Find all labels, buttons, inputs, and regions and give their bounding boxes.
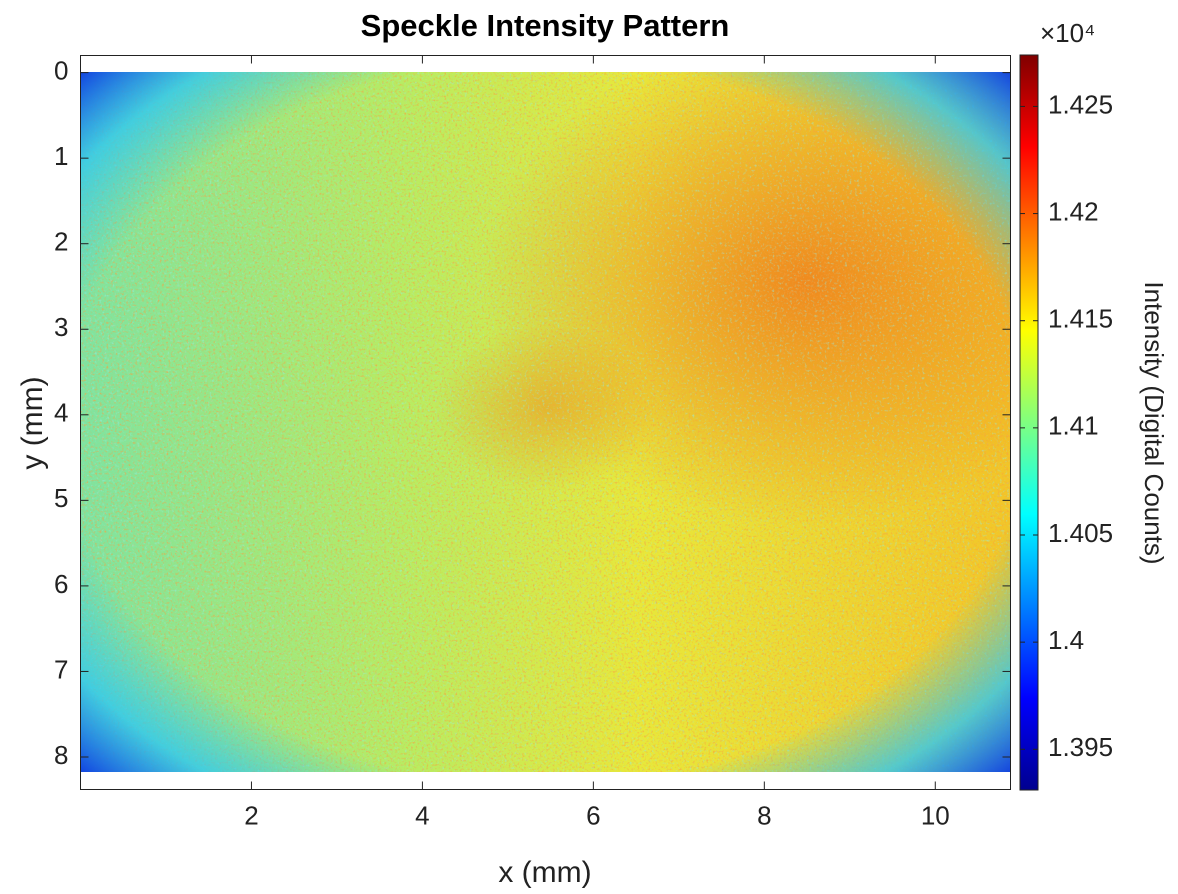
colorbar: [1019, 54, 1039, 791]
colorbar-label: Intensity (Digital Counts): [1139, 281, 1169, 564]
x-tick-label: 2: [244, 800, 258, 830]
y-tick-label: 2: [54, 227, 68, 257]
y-tick-label: 1: [54, 141, 68, 171]
colorbar-tick-label: 1.395: [1048, 732, 1113, 762]
y-tick-label: 6: [54, 569, 68, 599]
y-tick-label: 7: [54, 654, 68, 684]
x-tick-label: 8: [757, 800, 771, 830]
colorbar-multiplier: ×10⁴: [1040, 18, 1095, 48]
x-tick-label: 10: [921, 800, 950, 830]
y-tick-label: 8: [54, 740, 68, 770]
colorbar-tick-label: 1.41: [1048, 411, 1099, 441]
colorbar-tick-label: 1.4: [1048, 625, 1084, 655]
colorbar-tick-label: 1.405: [1048, 518, 1113, 548]
y-axis-label: y (mm): [16, 376, 49, 469]
axes-box: [80, 55, 1011, 790]
colorbar-tick-label: 1.42: [1048, 196, 1099, 226]
x-tick-label: 6: [586, 800, 600, 830]
speckle-image: [81, 72, 1010, 772]
y-tick-label: 3: [54, 312, 68, 342]
x-axis-label: x (mm): [498, 856, 591, 889]
y-tick-label: 4: [54, 398, 68, 428]
y-tick-label: 0: [54, 55, 68, 85]
x-tick-label: 4: [415, 800, 429, 830]
y-tick-label: 5: [54, 483, 68, 513]
colorbar-tick-label: 1.425: [1048, 89, 1113, 119]
chart-title: Speckle Intensity Pattern: [361, 8, 730, 43]
colorbar-tick-label: 1.415: [1048, 304, 1113, 334]
